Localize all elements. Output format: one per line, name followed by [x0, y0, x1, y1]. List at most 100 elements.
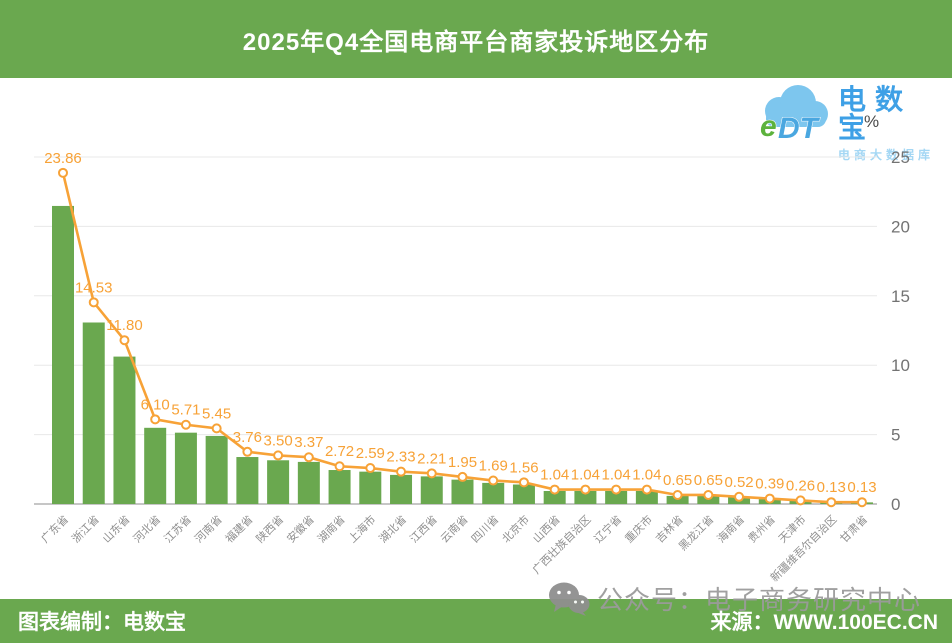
bar: [605, 491, 628, 504]
bar: [113, 356, 136, 504]
line-marker: [734, 491, 745, 502]
y-tick-label: 0: [891, 495, 900, 514]
complaints-bar-line-chart: 0 5 10 15 20 25 23.86 14.53 11.80 6.10 5.71 5.453.7…: [34, 148, 910, 584]
data-label: 5.45: [202, 405, 231, 422]
line-marker: [703, 489, 714, 500]
data-label: 0.65: [663, 472, 692, 489]
y-tick-label: 5: [891, 426, 900, 445]
line-marker: [88, 297, 99, 308]
data-label: 1.04: [540, 467, 569, 484]
x-tick-label: 福建省: [222, 512, 255, 545]
line-marker: [518, 477, 529, 488]
y-axis-unit-label: %: [863, 112, 881, 132]
line-marker: [303, 452, 314, 463]
y-tick-label: 20: [891, 217, 910, 236]
footer-credit: 图表编制：电数宝: [18, 611, 186, 634]
x-tick-label: 江西省: [407, 513, 440, 546]
bar: [205, 435, 228, 504]
header-bar: 2025年Q4全国电商平台商家投诉地区分布: [0, 0, 952, 78]
bar: [451, 479, 474, 504]
data-label: 1.69: [479, 458, 508, 475]
x-tick-label: 湖北省: [377, 513, 410, 546]
bar: [390, 474, 413, 504]
x-tick-label: 海南省: [714, 512, 747, 545]
data-label: 3.37: [294, 434, 323, 451]
x-tick-label: 广东省: [39, 513, 72, 546]
x-tick-label: 贵州省: [745, 513, 778, 546]
bar: [267, 460, 290, 504]
x-tick-label: 四川省: [469, 513, 502, 546]
bar: [482, 482, 505, 504]
x-tick-label: 云南省: [438, 513, 471, 546]
bar: [82, 322, 105, 504]
bar: [144, 427, 167, 504]
data-label: 2.59: [356, 445, 385, 462]
x-tick-label: 上海市: [345, 512, 378, 545]
line-marker: [856, 497, 867, 508]
data-label: 2.21: [417, 450, 446, 467]
y-tick-label: 15: [891, 287, 910, 306]
x-tick-label: 陕西省: [253, 512, 286, 545]
line-marker: [242, 446, 253, 457]
footer-source: 来源：WWW.100EC.CN: [710, 611, 938, 634]
x-tick-label: 河南省: [192, 513, 225, 546]
logo-subtitle-text: 电商大数据库: [838, 148, 935, 162]
line-marker: [273, 450, 284, 461]
bar: [512, 484, 535, 504]
line-marker: [396, 466, 407, 477]
data-label: 0.39: [755, 476, 784, 493]
wechat-icon: [549, 582, 590, 616]
line-marker: [641, 484, 652, 495]
bar: [328, 470, 351, 504]
svg-text:e: e: [760, 110, 777, 142]
line-marker: [795, 495, 806, 506]
data-label: 6.10: [141, 396, 170, 413]
bar: [543, 491, 566, 504]
line-marker: [119, 335, 130, 346]
line-marker: [457, 471, 468, 482]
bar: [174, 432, 197, 504]
data-label: 1.04: [571, 467, 600, 484]
line-marker: [764, 493, 775, 504]
line-marker: [672, 489, 683, 500]
x-tick-label: 北京市: [499, 512, 532, 545]
page-title: 2025年Q4全国电商平台商家投诉地区分布: [242, 28, 710, 56]
line-marker: [180, 419, 191, 430]
data-label: 0.13: [817, 479, 846, 496]
data-label: 2.33: [386, 449, 415, 466]
x-tick-label: 浙江省: [69, 513, 102, 546]
line-marker: [211, 423, 222, 434]
x-tick-label: 辽宁省: [591, 512, 624, 545]
line-marker: [488, 475, 499, 486]
data-label: 1.56: [509, 459, 538, 476]
svg-text:DT: DT: [778, 112, 821, 142]
line-marker: [580, 484, 591, 495]
data-label: 0.65: [694, 472, 723, 489]
bar: [574, 491, 597, 504]
line-marker: [611, 484, 622, 495]
x-tick-label: 江苏省: [162, 513, 195, 546]
data-label: 0.52: [724, 474, 753, 491]
line-marker: [365, 463, 376, 474]
footer-bar: 图表编制：电数宝 来源：WWW.100EC.CN: [0, 599, 952, 643]
x-tick-label: 湖南省: [315, 513, 348, 546]
y-tick-label: 25: [891, 148, 910, 167]
line-marker: [549, 484, 560, 495]
data-label: 5.71: [171, 402, 200, 419]
y-tick-label: 10: [891, 356, 910, 375]
line-marker: [826, 497, 837, 508]
line-marker: [150, 414, 161, 425]
x-tick-label: 重庆市: [622, 512, 655, 545]
line-marker: [426, 468, 437, 479]
line-marker: [334, 461, 345, 472]
wechat-watermark: 公众号：电子商务研究中心: [548, 580, 921, 617]
x-tick-label: 山东省: [100, 513, 133, 546]
data-label: 0.26: [786, 477, 815, 494]
bar: [420, 476, 443, 504]
bar: [359, 471, 382, 504]
line-marker: [58, 167, 68, 178]
logo-brand-text: 电数宝: [838, 84, 913, 143]
data-label: 1.04: [602, 467, 631, 484]
data-label: 14.53: [75, 279, 113, 296]
data-label: 1.95: [448, 454, 477, 471]
